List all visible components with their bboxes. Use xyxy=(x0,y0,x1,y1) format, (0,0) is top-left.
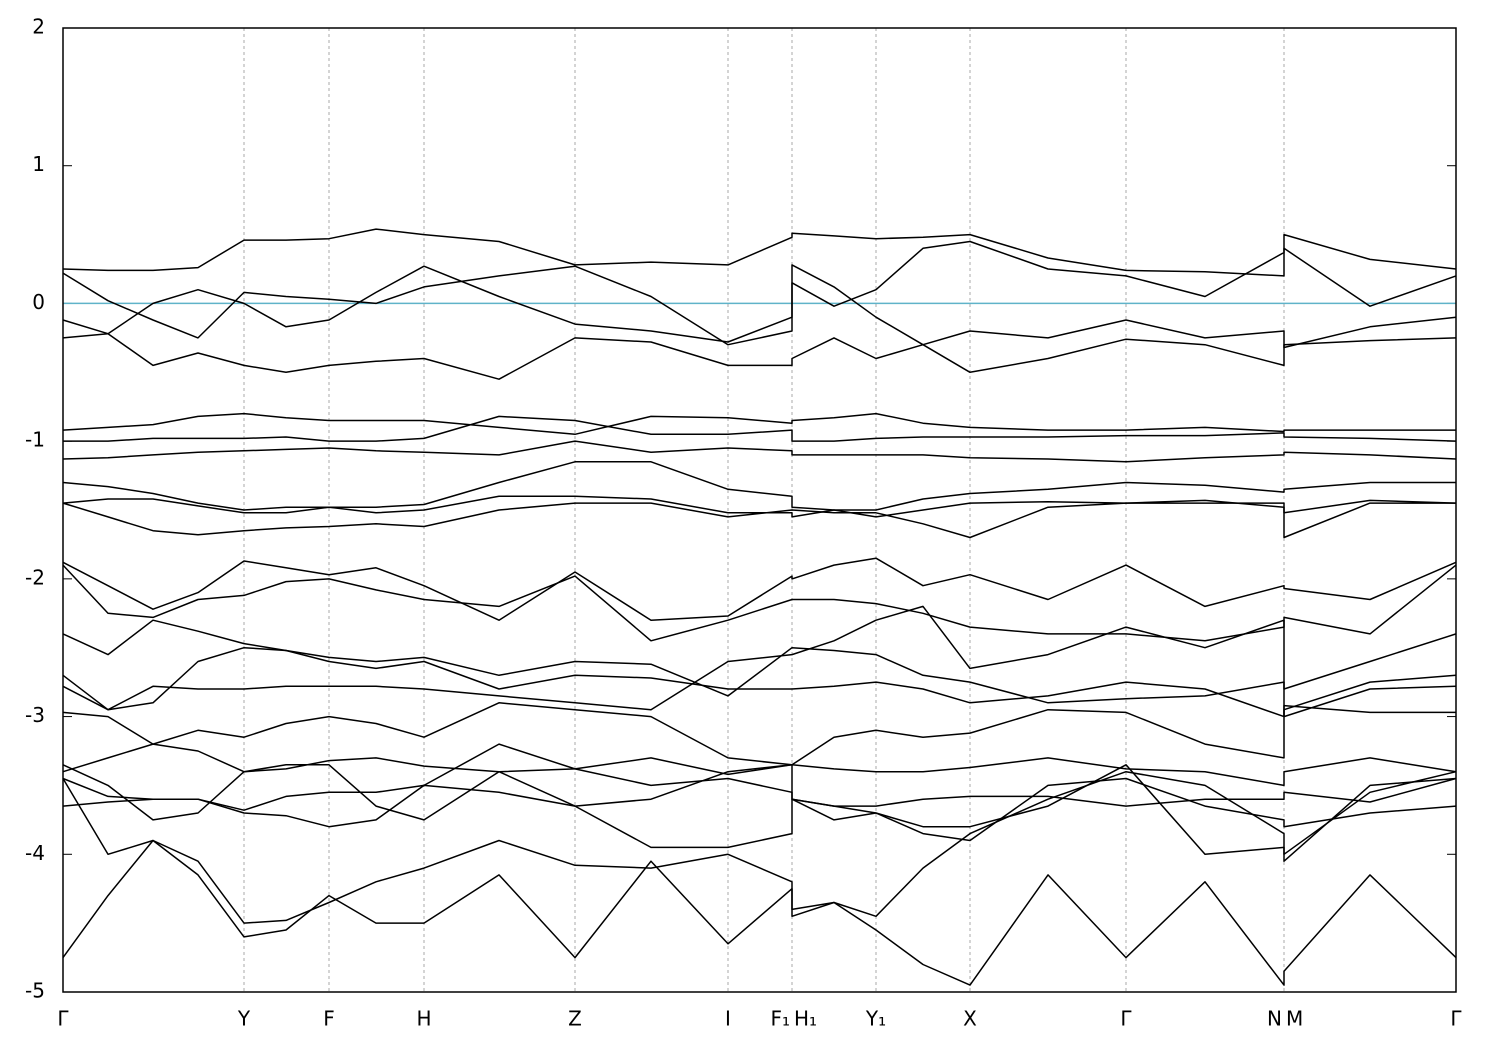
band xyxy=(62,702,1456,766)
band xyxy=(62,228,1457,277)
band xyxy=(63,415,1457,442)
band xyxy=(62,743,1457,787)
band xyxy=(62,240,1457,343)
x-tick-label: X xyxy=(963,1007,977,1031)
x-tick-label: Γ xyxy=(1450,1007,1462,1031)
y-tick-label: -2 xyxy=(25,565,45,589)
x-tick-label: Γ xyxy=(57,1007,69,1031)
band xyxy=(62,440,1457,463)
x-tick-label: M xyxy=(1286,1007,1303,1031)
band xyxy=(62,564,1457,642)
y-tick-label: -4 xyxy=(25,841,45,865)
x-tick-label: Z xyxy=(568,1007,582,1031)
band xyxy=(62,770,1457,924)
plot-frame xyxy=(62,27,1457,993)
y-tick-label: -5 xyxy=(25,979,45,1003)
y-tick-label: 0 xyxy=(32,290,45,314)
band xyxy=(62,646,1457,718)
x-tick-label: Y xyxy=(237,1007,251,1031)
band xyxy=(62,605,1457,718)
band xyxy=(62,264,1457,374)
y-tick-label: -1 xyxy=(25,428,45,452)
x-tick-label: Γ xyxy=(1120,1007,1132,1031)
x-tick-label: Y₁ xyxy=(865,1007,886,1031)
band xyxy=(62,743,1457,842)
band xyxy=(62,619,1457,704)
band xyxy=(62,316,1457,380)
x-tick-label: N xyxy=(1267,1007,1282,1031)
band xyxy=(62,764,1457,856)
x-tick-label: H xyxy=(416,1007,431,1031)
band xyxy=(62,412,1456,436)
band xyxy=(62,764,1457,811)
x-tick-label: F xyxy=(323,1007,335,1031)
band xyxy=(62,839,1457,986)
band xyxy=(62,502,1456,539)
x-tick-label: I xyxy=(725,1007,731,1031)
y-tick-label: 1 xyxy=(32,152,45,176)
x-tick-label: H₁ xyxy=(794,1007,817,1031)
band xyxy=(62,557,1457,621)
x-tick-label: F₁ xyxy=(770,1007,790,1031)
band xyxy=(62,461,1456,511)
y-tick-label: 2 xyxy=(32,15,45,39)
y-tick-label: -3 xyxy=(25,703,45,727)
